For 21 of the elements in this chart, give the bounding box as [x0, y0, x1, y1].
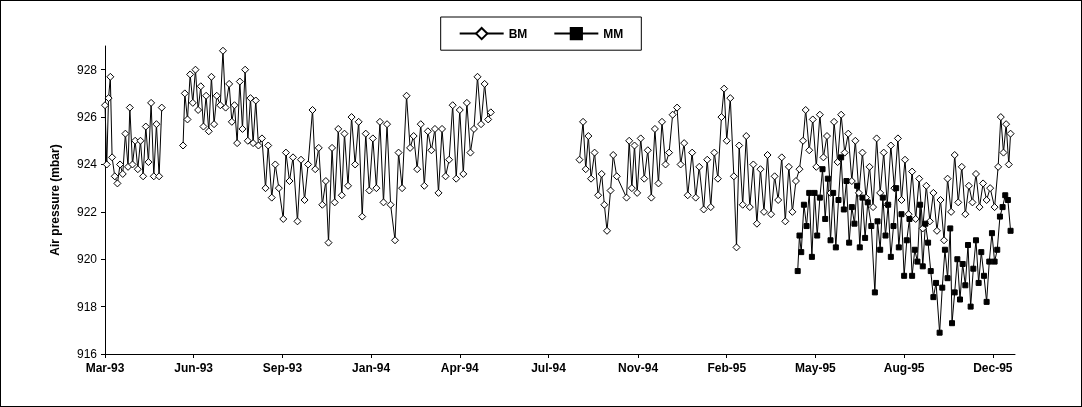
- y-tick-label: 928: [76, 62, 98, 77]
- y-tick-label: 916: [76, 347, 98, 361]
- x-tick-label: Dec-95: [973, 361, 1013, 375]
- x-tick-label: Sep-93: [262, 361, 303, 375]
- legend-label: MM: [603, 26, 624, 41]
- x-tick-label: Jan-94: [352, 361, 391, 375]
- x-tick-label: Jul-94: [531, 361, 567, 375]
- y-tick-label: 926: [76, 110, 98, 125]
- x-tick-label: May-95: [795, 361, 837, 375]
- x-tick-label: Feb-95: [707, 361, 747, 375]
- y-tick-label: 924: [76, 157, 98, 172]
- x-tick-label: Nov-94: [618, 361, 659, 375]
- y-tick-label: 918: [76, 299, 98, 314]
- x-tick-label: Jun-93: [174, 361, 214, 375]
- legend-label: BM: [508, 26, 528, 41]
- y-tick-label: 922: [76, 204, 98, 219]
- y-axis-title: Air pressure (mbar): [48, 144, 62, 256]
- x-tick-label: Aug-95: [883, 361, 925, 375]
- y-tick-label: 920: [76, 252, 98, 267]
- x-tick-label: Mar-93: [85, 361, 125, 375]
- x-tick-label: Apr-94: [440, 361, 480, 375]
